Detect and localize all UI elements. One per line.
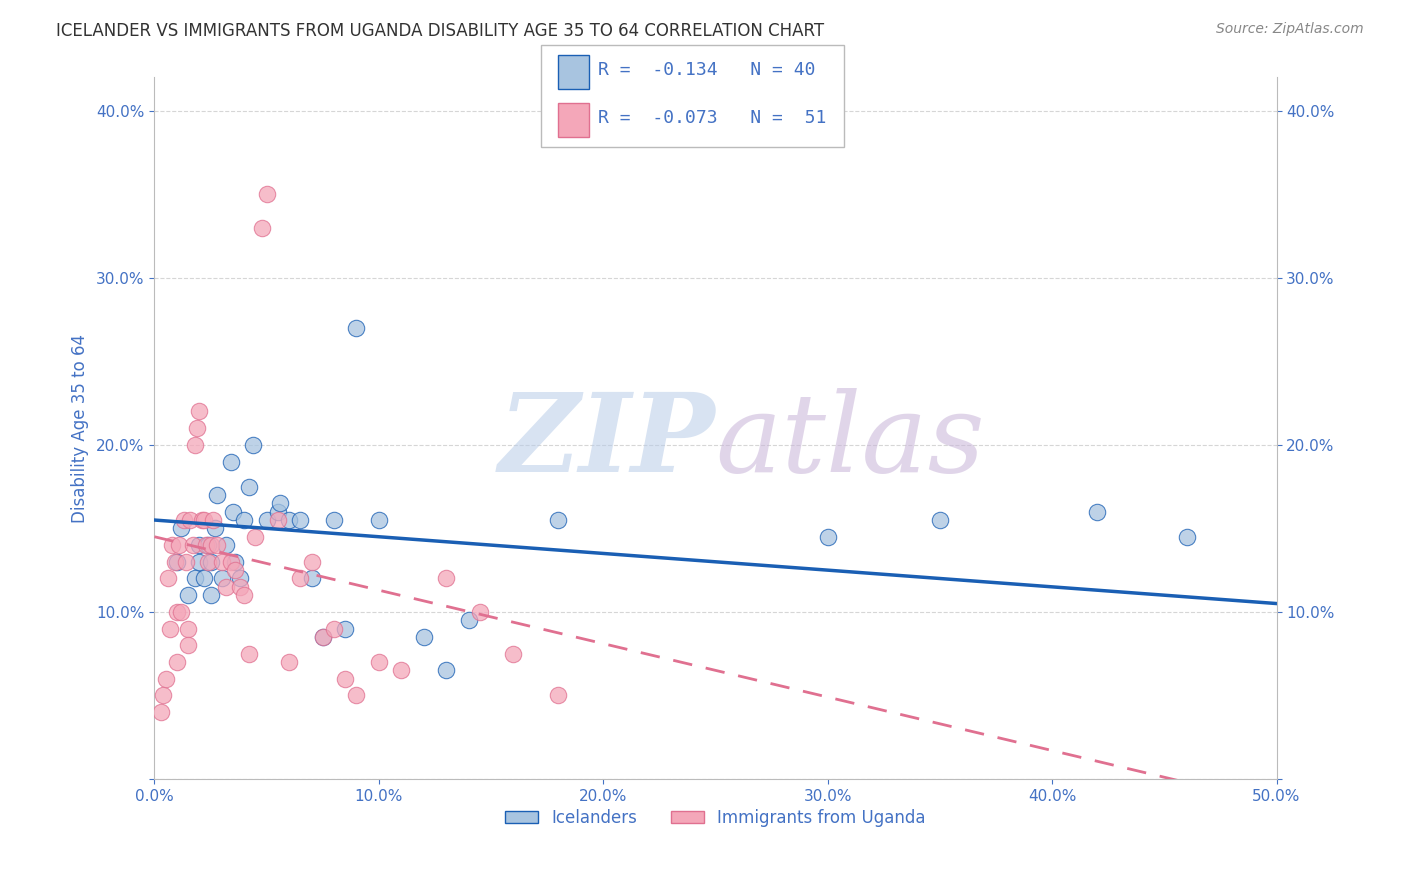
Point	[201, 513, 224, 527]
Point	[278, 655, 301, 669]
Point	[222, 505, 245, 519]
Point	[434, 664, 457, 678]
Point	[184, 572, 207, 586]
Point	[301, 555, 323, 569]
Point	[1085, 505, 1108, 519]
Point	[170, 521, 193, 535]
Point	[389, 664, 412, 678]
Point	[228, 572, 250, 586]
Point	[200, 588, 222, 602]
Point	[200, 538, 222, 552]
Point	[1175, 530, 1198, 544]
Point	[301, 572, 323, 586]
Point	[173, 513, 195, 527]
Point	[219, 454, 242, 468]
Point	[166, 555, 188, 569]
Point	[152, 689, 174, 703]
Point	[195, 538, 218, 552]
Point	[367, 513, 389, 527]
Text: R =  -0.134   N = 40: R = -0.134 N = 40	[598, 62, 815, 79]
Point	[155, 672, 177, 686]
Point	[197, 538, 219, 552]
Point	[312, 630, 335, 644]
Point	[547, 689, 569, 703]
Text: R =  -0.073   N =  51: R = -0.073 N = 51	[598, 110, 825, 128]
Point	[367, 655, 389, 669]
Point	[207, 488, 229, 502]
Point	[412, 630, 434, 644]
Point	[238, 480, 260, 494]
Point	[233, 513, 256, 527]
Point	[186, 421, 208, 435]
Text: ZIP: ZIP	[499, 388, 716, 496]
Point	[190, 513, 212, 527]
Text: Source: ZipAtlas.com: Source: ZipAtlas.com	[1216, 22, 1364, 37]
Point	[256, 187, 278, 202]
Point	[468, 605, 491, 619]
Point	[204, 521, 226, 535]
Point	[163, 555, 186, 569]
Text: ICELANDER VS IMMIGRANTS FROM UGANDA DISABILITY AGE 35 TO 64 CORRELATION CHART: ICELANDER VS IMMIGRANTS FROM UGANDA DISA…	[56, 22, 824, 40]
Point	[167, 538, 190, 552]
Point	[224, 563, 246, 577]
Point	[179, 513, 201, 527]
Point	[211, 572, 233, 586]
Point	[250, 220, 273, 235]
Point	[228, 580, 250, 594]
Point	[166, 605, 188, 619]
Point	[267, 513, 290, 527]
Point	[207, 538, 229, 552]
Point	[188, 538, 211, 552]
Point	[333, 672, 356, 686]
Legend: Icelanders, Immigrants from Uganda: Icelanders, Immigrants from Uganda	[498, 803, 932, 834]
Point	[434, 572, 457, 586]
Point	[177, 622, 200, 636]
Point	[256, 513, 278, 527]
Point	[238, 647, 260, 661]
Point	[162, 538, 184, 552]
Point	[166, 655, 188, 669]
Point	[188, 555, 211, 569]
Text: atlas: atlas	[716, 388, 986, 496]
Point	[159, 622, 181, 636]
Point	[233, 588, 256, 602]
Point	[290, 513, 312, 527]
Point	[170, 605, 193, 619]
Point	[184, 438, 207, 452]
Point	[211, 555, 233, 569]
Point	[547, 513, 569, 527]
Point	[267, 505, 290, 519]
Point	[928, 513, 950, 527]
Point	[278, 513, 301, 527]
Point	[193, 513, 215, 527]
Point	[174, 555, 197, 569]
Point	[269, 496, 291, 510]
Point	[224, 555, 246, 569]
Point	[817, 530, 839, 544]
Point	[177, 638, 200, 652]
Point	[245, 530, 267, 544]
Point	[344, 321, 367, 335]
Point	[502, 647, 524, 661]
Point	[344, 689, 367, 703]
Point	[188, 404, 211, 418]
Point	[333, 622, 356, 636]
Point	[215, 538, 238, 552]
Point	[177, 588, 200, 602]
Point	[290, 572, 312, 586]
Point	[193, 572, 215, 586]
Point	[312, 630, 335, 644]
Point	[323, 513, 346, 527]
Y-axis label: Disability Age 35 to 64: Disability Age 35 to 64	[72, 334, 89, 523]
Point	[323, 622, 346, 636]
Point	[242, 438, 264, 452]
Point	[215, 580, 238, 594]
Point	[156, 572, 179, 586]
Point	[219, 555, 242, 569]
Point	[457, 613, 479, 627]
Point	[150, 705, 173, 719]
Point	[181, 538, 204, 552]
Point	[197, 555, 219, 569]
Point	[200, 555, 222, 569]
